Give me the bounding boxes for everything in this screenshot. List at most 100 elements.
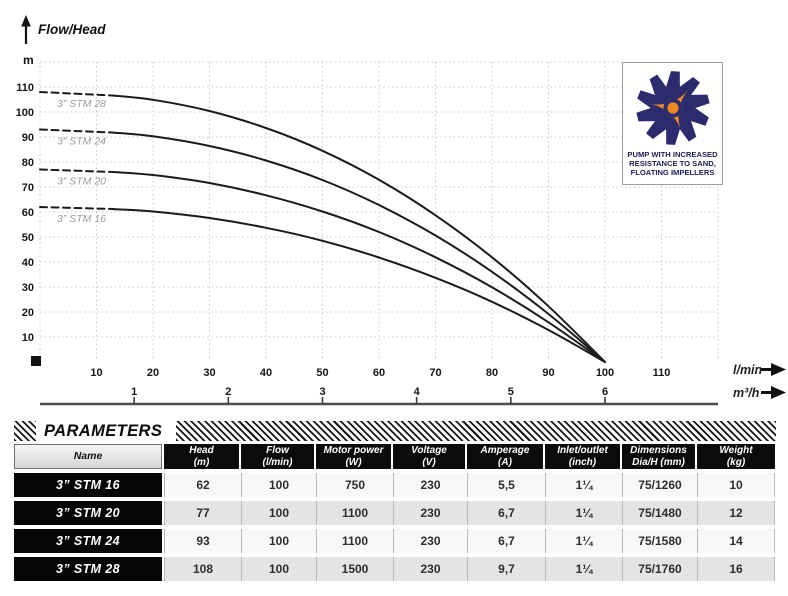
table-row: 3” STM 28 108 100 1500 230 9,7 1¼ 75/1760 16 bbox=[14, 557, 775, 581]
cell-value: 75/1480 bbox=[622, 501, 697, 525]
cell-value: 75/1580 bbox=[622, 529, 697, 553]
cell-value: 14 bbox=[697, 529, 775, 553]
cell-value: 100 bbox=[241, 501, 316, 525]
cell-value: 100 bbox=[241, 557, 316, 581]
hatch-decoration bbox=[176, 421, 776, 441]
col-header: Flow (l/min) bbox=[241, 444, 316, 469]
impeller-core bbox=[666, 102, 679, 114]
parameters-title: PARAMETERS bbox=[44, 422, 163, 440]
curve-dashed-4 bbox=[39, 206, 115, 211]
m3h-unit-label: m³/h bbox=[733, 386, 760, 400]
x-tick-label: 10 bbox=[90, 367, 102, 379]
curve-label: 3” STM 20 bbox=[57, 176, 106, 188]
table-row: 3” STM 24 93 100 1100 230 6,7 1¼ 75/1580 14 bbox=[14, 529, 775, 553]
cell-value: 5,5 bbox=[467, 473, 545, 497]
cell-value: 75/1760 bbox=[622, 557, 697, 581]
right-arrow-head-icon bbox=[771, 386, 786, 399]
x-tick-label: 100 bbox=[596, 367, 614, 379]
row-name: 3” STM 16 bbox=[14, 473, 162, 497]
chart-title: Flow/Head bbox=[38, 22, 106, 37]
cell-value: 1100 bbox=[316, 529, 393, 553]
y-tick-label: 50 bbox=[22, 232, 34, 244]
cell-value: 230 bbox=[393, 529, 467, 553]
col-header: Name bbox=[14, 444, 162, 469]
parameters-band: PARAMETERS bbox=[14, 421, 776, 441]
table-row: 3” STM 20 77 100 1100 230 6,7 1¼ 75/1480 12 bbox=[14, 501, 775, 525]
curve-3 bbox=[112, 171, 606, 363]
curve-2 bbox=[112, 131, 606, 363]
x-tick-label: 40 bbox=[260, 367, 272, 379]
cell-value: 1100 bbox=[316, 501, 393, 525]
y-tick-label: 90 bbox=[22, 132, 34, 144]
col-header: Motor power (W) bbox=[316, 444, 393, 469]
cell-value: 1¼ bbox=[545, 529, 622, 553]
y-tick-label: 20 bbox=[22, 307, 34, 319]
cell-value: 1¼ bbox=[545, 473, 622, 497]
x-tick-label: 50 bbox=[316, 367, 328, 379]
col-header: Dimensions Dia/H (mm) bbox=[622, 444, 697, 469]
x-axis-unit: l/min bbox=[733, 363, 786, 377]
cell-value: 16 bbox=[697, 557, 775, 581]
cell-value: 62 bbox=[164, 473, 241, 497]
curve-label: 3” STM 16 bbox=[57, 213, 106, 225]
right-arrow-head-icon bbox=[771, 363, 786, 376]
cell-value: 9,7 bbox=[467, 557, 545, 581]
axis-ticks: 10 20 30 40 50 60 70 80 90 100 110 10 20 30 40 50 60 70 80… bbox=[16, 82, 671, 379]
table-row: 3” STM 16 62 100 750 230 5,5 1¼ 75/1260 10 bbox=[14, 473, 775, 497]
m3h-tick-label: 4 bbox=[414, 386, 421, 398]
row-name: 3” STM 20 bbox=[14, 501, 162, 525]
x-tick-label: 20 bbox=[147, 367, 159, 379]
col-header: Weight (kg) bbox=[697, 444, 775, 469]
cell-value: 230 bbox=[393, 473, 467, 497]
origin-marker bbox=[31, 356, 41, 366]
y-tick-label: 110 bbox=[16, 82, 34, 94]
y-unit-label: m bbox=[23, 53, 34, 67]
cell-value: 10 bbox=[697, 473, 775, 497]
cell-value: 77 bbox=[164, 501, 241, 525]
curve-label: 3” STM 28 bbox=[57, 98, 106, 110]
curve-1 bbox=[112, 94, 606, 363]
m3h-tick-label: 1 bbox=[131, 386, 137, 398]
cell-value: 750 bbox=[316, 473, 393, 497]
up-arrow-head-icon bbox=[21, 15, 31, 27]
x-tick-label: 80 bbox=[486, 367, 498, 379]
x-tick-label: 70 bbox=[429, 367, 441, 379]
m3h-tick-label: 2 bbox=[225, 386, 231, 398]
x2-axis-unit: m³/h bbox=[733, 386, 786, 400]
x-tick-label: 110 bbox=[653, 367, 671, 379]
table-header-row: Name Head (m) Flow (l/min) Motor power (W) Volt… bbox=[14, 444, 775, 469]
y-tick-label: 40 bbox=[22, 257, 34, 269]
cell-value: 6,7 bbox=[467, 529, 545, 553]
cell-value: 100 bbox=[241, 529, 316, 553]
x-tick-label: 90 bbox=[542, 367, 554, 379]
cell-value: 12 bbox=[697, 501, 775, 525]
curve-dashed-1 bbox=[39, 91, 115, 97]
m3h-tick-label: 3 bbox=[319, 386, 325, 398]
col-header: Inlet/outlet (inch) bbox=[545, 444, 622, 469]
parameters-table: Name Head (m) Flow (l/min) Motor power (W) Volt… bbox=[14, 444, 775, 585]
y-tick-label: 60 bbox=[22, 207, 34, 219]
m3h-tick-label: 5 bbox=[508, 386, 514, 398]
cell-value: 1500 bbox=[316, 557, 393, 581]
badge-line: FLOATING IMPELLERS bbox=[630, 167, 715, 177]
curve-dashed-2 bbox=[39, 128, 115, 134]
cell-value: 230 bbox=[393, 557, 467, 581]
flow-head-chart: Flow/Head m 10 20 30 40 50 60 70 80 90 100 110 10 20… bbox=[16, 15, 786, 406]
y-tick-label: 30 bbox=[22, 282, 34, 294]
col-header: Amperage (A) bbox=[467, 444, 545, 469]
cell-value: 108 bbox=[164, 557, 241, 581]
col-header: Voltage (V) bbox=[393, 444, 467, 469]
cell-value: 230 bbox=[393, 501, 467, 525]
pump-curves: 3” STM 28 3” STM 24 3” STM 20 3” STM 16 bbox=[39, 91, 606, 363]
cell-value: 75/1260 bbox=[622, 473, 697, 497]
col-header: Head (m) bbox=[164, 444, 241, 469]
y-tick-label: 70 bbox=[22, 182, 34, 194]
y-tick-label: 80 bbox=[22, 157, 34, 169]
row-name: 3” STM 28 bbox=[14, 557, 162, 581]
lmin-unit-label: l/min bbox=[733, 363, 763, 377]
x-tick-label: 60 bbox=[373, 367, 385, 379]
badge-line: RESISTANCE TO SAND, bbox=[629, 158, 716, 168]
sand-resistance-badge: PUMP WITH INCREASED RESISTANCE TO SAND, … bbox=[622, 62, 723, 185]
impeller-logo-icon bbox=[635, 71, 710, 145]
